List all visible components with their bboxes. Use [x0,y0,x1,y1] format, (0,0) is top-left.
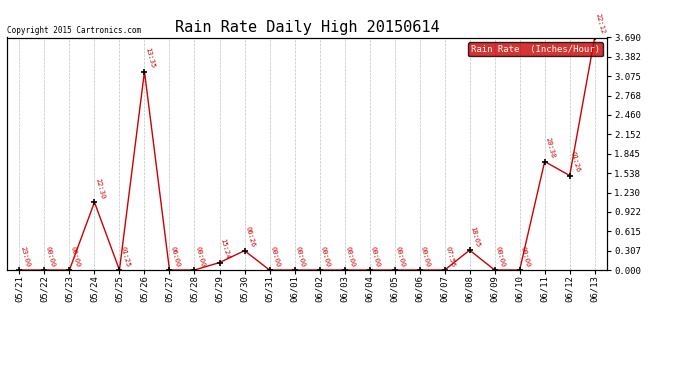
Text: 00:00: 00:00 [270,245,281,267]
Text: 00:00: 00:00 [195,245,206,267]
Text: 00:00: 00:00 [344,245,356,267]
Text: 00:00: 00:00 [319,245,331,267]
Text: 07:56: 07:56 [444,245,456,267]
Text: 00:00: 00:00 [44,245,56,267]
Text: 23:00: 23:00 [19,245,30,267]
Text: 22:30: 22:30 [95,178,106,200]
Text: 00:00: 00:00 [395,245,406,267]
Text: 00:00: 00:00 [420,245,431,267]
Text: 22:12: 22:12 [595,13,606,35]
Legend: Rain Rate  (Inches/Hour): Rain Rate (Inches/Hour) [469,42,602,56]
Text: 06:00: 06:00 [70,245,81,267]
Title: Rain Rate Daily High 20150614: Rain Rate Daily High 20150614 [175,20,440,35]
Text: 06:00: 06:00 [170,245,181,267]
Text: 00:00: 00:00 [495,245,506,267]
Text: 20:38: 20:38 [544,137,556,159]
Text: 00:00: 00:00 [370,245,381,267]
Text: 13:35: 13:35 [144,47,156,69]
Text: 06:26: 06:26 [244,226,256,248]
Text: 15:24: 15:24 [219,238,230,260]
Text: 18:05: 18:05 [470,225,481,248]
Text: 01:26: 01:26 [570,151,581,173]
Text: 01:25: 01:25 [119,245,130,267]
Text: 00:00: 00:00 [520,245,531,267]
Text: Copyright 2015 Cartronics.com: Copyright 2015 Cartronics.com [7,26,141,35]
Text: 00:00: 00:00 [295,245,306,267]
